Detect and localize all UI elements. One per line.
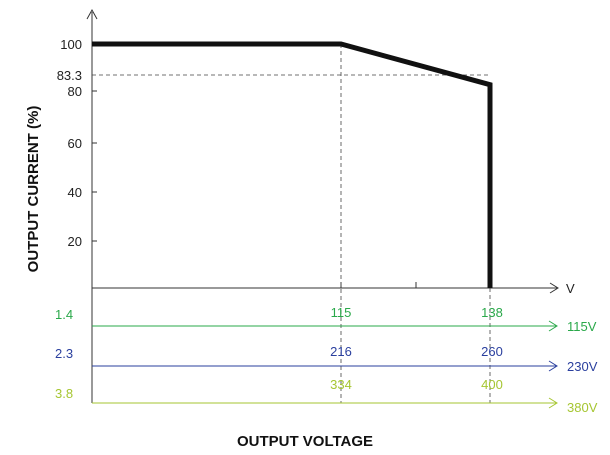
x-axis-unit: V bbox=[566, 281, 575, 296]
scale-mid-230v: 216 bbox=[330, 344, 352, 359]
scale-start-230v: 2.3 bbox=[55, 346, 73, 361]
y-axis-title: OUTPUT CURRENT (%) bbox=[25, 106, 42, 273]
x-axis-title: OUTPUT VOLTAGE bbox=[237, 433, 373, 450]
y-ticks: 20 40 60 80 100 83.3 bbox=[57, 37, 97, 249]
scale-name-230v: 230V bbox=[567, 359, 598, 374]
scale-mid-115v: 115 bbox=[331, 305, 352, 320]
scale-end-230v: 260 bbox=[481, 344, 503, 359]
scale-start-115v: 1.4 bbox=[55, 307, 73, 322]
scale-arrow-380v bbox=[548, 397, 558, 409]
scale-arrow-115v bbox=[548, 320, 558, 332]
voltage-scale-230v: 2.3 216 260 230V bbox=[55, 344, 598, 374]
derating-curve bbox=[92, 41, 493, 288]
scale-start-380v: 3.8 bbox=[55, 386, 73, 401]
y-tick-label-60: 60 bbox=[68, 136, 82, 151]
scale-arrow-230v bbox=[548, 360, 558, 372]
scale-end-380v: 400 bbox=[481, 377, 503, 392]
voltage-scale-115v: 1.4 115 138 115V bbox=[55, 305, 597, 334]
y-tick-label-80: 80 bbox=[68, 84, 82, 99]
scale-end-115v: 138 bbox=[481, 305, 503, 320]
y-marker-label: 83.3 bbox=[57, 68, 82, 83]
x-axis-arrow bbox=[549, 282, 559, 294]
scale-mid-380v: 334 bbox=[330, 377, 352, 392]
y-tick-label-100: 100 bbox=[60, 37, 82, 52]
y-tick-label-20: 20 bbox=[68, 234, 82, 249]
voltage-scale-380v: 3.8 334 400 380V bbox=[55, 377, 598, 415]
y-axis-arrow bbox=[86, 8, 98, 20]
y-tick-label-40: 40 bbox=[68, 185, 82, 200]
scale-name-115v: 115V bbox=[567, 319, 597, 334]
scale-name-380v: 380V bbox=[567, 400, 598, 415]
